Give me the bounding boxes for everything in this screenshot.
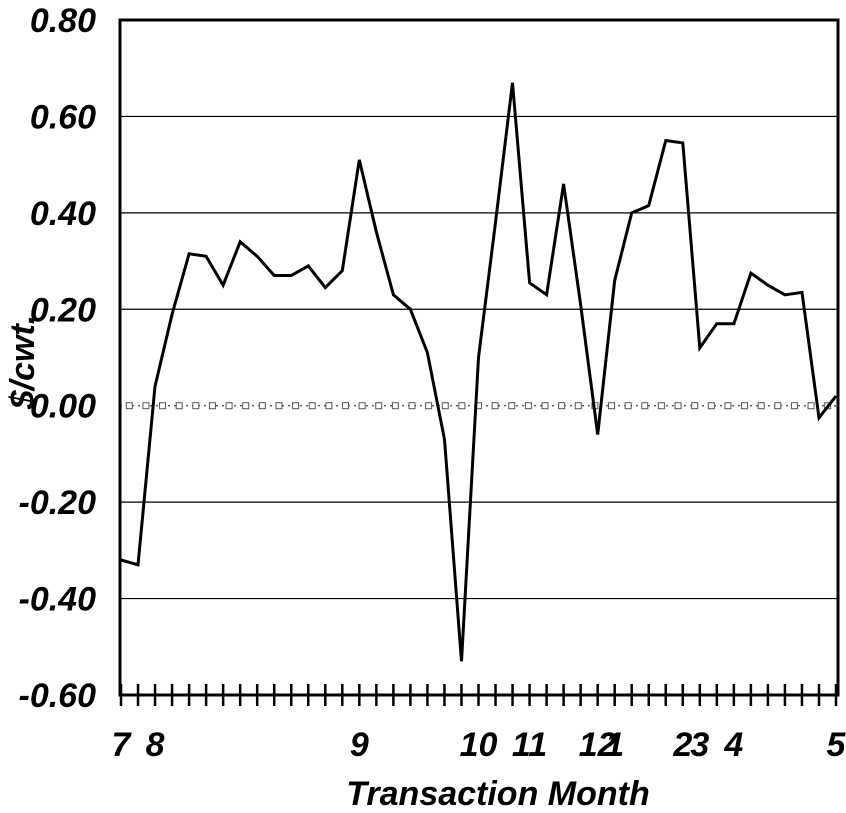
zero-reference-line <box>120 402 838 410</box>
zero-line-marker <box>558 402 566 410</box>
zero-line-marker <box>491 402 499 410</box>
y-tick-label: 0.80 <box>30 2 96 40</box>
zero-line-marker <box>441 402 449 410</box>
zero-line-marker <box>308 402 316 410</box>
zero-line-marker <box>208 402 216 410</box>
zero-line-marker <box>125 402 133 410</box>
zero-line-marker <box>375 402 383 410</box>
zero-line-marker <box>258 402 266 410</box>
zero-line-marker <box>192 402 200 410</box>
x-tick-label: 3 <box>690 726 709 764</box>
x-tick-label: 8 <box>146 726 165 764</box>
x-axis-tick-labels: 7 8 9 10 11 121 23 4 5 <box>112 726 846 764</box>
zero-line-marker <box>807 402 815 410</box>
zero-line-marker <box>741 402 749 410</box>
y-tick-label: 0.20 <box>30 291 96 329</box>
zero-line-marker <box>674 402 682 410</box>
zero-line-marker <box>142 402 150 410</box>
zero-line-marker <box>541 402 549 410</box>
zero-line-marker <box>425 402 433 410</box>
x-tick-label: 9 <box>350 726 369 764</box>
y-axis-title: $/cwt. <box>4 315 42 410</box>
y-tick-label: 0.40 <box>30 195 96 233</box>
zero-line-marker <box>608 402 616 410</box>
zero-line-marker <box>790 402 798 410</box>
x-tick-label: 1 <box>605 726 624 764</box>
y-tick-label: 0.00 <box>30 388 96 426</box>
x-axis-title: Transaction Month <box>346 775 650 813</box>
zero-line-marker <box>341 402 349 410</box>
x-axis-ticks <box>119 684 838 706</box>
x-tick-label: 7 <box>112 726 133 764</box>
zero-line-marker <box>624 402 632 410</box>
zero-line-marker <box>574 402 582 410</box>
x-tick-label: 12 <box>579 726 617 764</box>
y-axis-tick-labels: 0.80 0.60 0.40 0.20 0.00 -0.20 -0.40 -0.60 <box>19 2 97 715</box>
x-tick-label: 11 <box>512 726 547 764</box>
x-tick-label: 5 <box>827 726 846 764</box>
zero-line-marker <box>358 402 366 410</box>
zero-line-marker <box>159 402 167 410</box>
series-layer <box>120 82 838 662</box>
zero-line-marker <box>225 402 233 410</box>
x-tick-label: 10 <box>460 726 498 764</box>
y-tick-label: -0.60 <box>19 677 97 715</box>
zero-line-marker <box>325 402 333 410</box>
x-tick-label: 2 <box>672 726 692 764</box>
series-line <box>120 82 838 662</box>
zero-line-marker <box>408 402 416 410</box>
zero-line-marker <box>691 402 699 410</box>
zero-line-marker <box>641 402 649 410</box>
zero-line-marker <box>774 402 782 410</box>
y-tick-label: -0.40 <box>19 581 97 619</box>
zero-line-marker <box>242 402 250 410</box>
zero-line-marker <box>524 402 532 410</box>
zero-line-marker <box>275 402 283 410</box>
y-tick-label: -0.20 <box>19 484 97 522</box>
zero-line-marker <box>757 402 765 410</box>
zero-line-marker <box>508 402 516 410</box>
zero-line-marker <box>292 402 300 410</box>
zero-line-marker <box>175 402 183 410</box>
zero-line-marker <box>391 402 399 410</box>
zero-line-marker <box>657 402 665 410</box>
y-tick-label: 0.60 <box>30 98 96 136</box>
zero-line-marker <box>724 402 732 410</box>
x-tick-label: 4 <box>723 726 743 764</box>
zero-line-marker <box>707 402 715 410</box>
zero-line-marker <box>458 402 466 410</box>
